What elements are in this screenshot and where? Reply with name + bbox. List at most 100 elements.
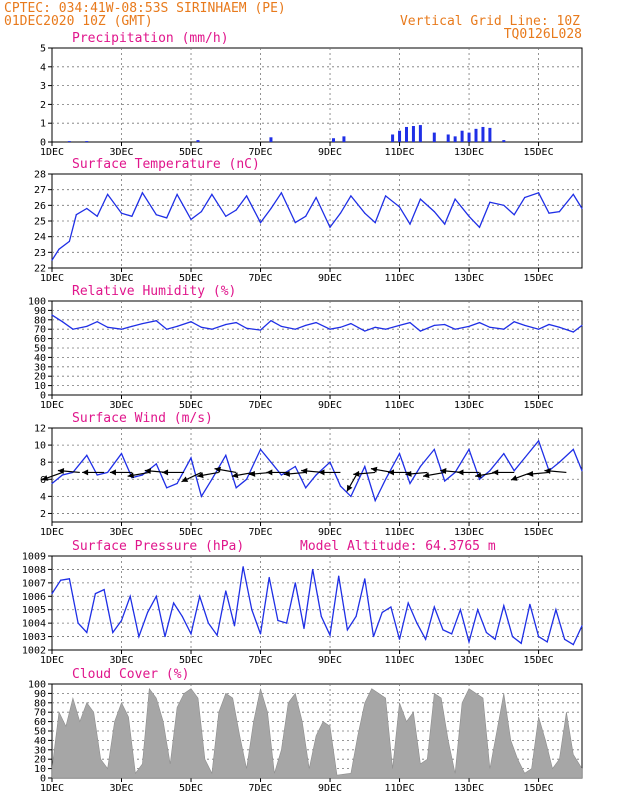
temp-point	[305, 215, 307, 217]
wind-point	[558, 461, 561, 463]
cloud-xtick-label: 5DEC	[179, 783, 203, 794]
wind-point	[155, 463, 157, 465]
wind-point	[305, 487, 307, 489]
temp-point	[398, 206, 401, 208]
humidity-point	[433, 324, 435, 327]
wind-arrow-head	[82, 469, 89, 476]
precip-bar	[391, 134, 395, 142]
cloud-xtick-label: 3DEC	[109, 783, 133, 794]
pressure-xtick-label: 3DEC	[109, 655, 133, 666]
wind-arrow-head	[544, 468, 551, 475]
wind-arrow-head	[440, 468, 447, 475]
pressure-frame	[51, 555, 583, 651]
wind-point	[433, 448, 435, 450]
wind-xtick-label: 3DEC	[109, 527, 133, 538]
temp-xtick-label: 13DEC	[454, 273, 484, 284]
cloud-xtick-label: 1DEC	[40, 783, 64, 794]
pressure-title: Surface Pressure (hPa)	[72, 539, 244, 554]
temp-point	[75, 214, 77, 216]
temp-point	[350, 195, 352, 197]
wind-point	[246, 478, 248, 480]
pressure-ytick-label: 1003	[22, 632, 46, 643]
cloud-xtick-label: 13DEC	[454, 783, 484, 794]
cloud-ytick-label: 30	[34, 745, 46, 756]
humidity-title: Relative Humidity (%)	[72, 284, 236, 299]
wind-arrow-head	[127, 472, 135, 479]
humidity-point	[235, 322, 237, 324]
humidity-point	[294, 328, 296, 330]
wind-point	[350, 495, 352, 497]
precip-frame	[51, 47, 583, 143]
humidity-point	[190, 321, 192, 323]
wind-arrow-head	[492, 469, 499, 476]
humidity-xtick-label: 7DEC	[248, 400, 272, 411]
pressure-point	[155, 595, 157, 597]
wind-point	[339, 485, 342, 487]
temp-point	[409, 223, 411, 225]
temp-series-line	[51, 191, 583, 261]
cloud-title: Cloud Cover (%)	[72, 667, 189, 682]
pressure-xtick-label: 13DEC	[454, 655, 484, 666]
pressure-point	[433, 606, 435, 608]
pressure-ytick-label: 1008	[22, 565, 46, 576]
humidity-ytick-label: 0	[40, 391, 46, 402]
pressure-point	[425, 638, 427, 640]
wind-arrow-head	[283, 470, 291, 477]
temp-point	[454, 198, 456, 200]
wind-point	[385, 478, 387, 480]
temp-point	[176, 193, 178, 195]
humidity-point	[120, 328, 123, 330]
wind-arrow-head	[144, 468, 152, 475]
humidity-point	[225, 323, 227, 326]
pressure-point	[112, 631, 114, 634]
humidity-point	[131, 325, 133, 327]
temp-ytick-label: 25	[34, 217, 46, 228]
pressure-xtick-label: 7DEC	[248, 655, 272, 666]
pressure-point	[303, 627, 305, 630]
wind-arrow-head	[370, 466, 378, 473]
precip-bar	[411, 126, 415, 142]
wind-point	[235, 487, 237, 489]
pressure-xtick-label: 1DEC	[40, 655, 64, 666]
humidity-xtick-label: 9DEC	[318, 400, 342, 411]
wind-point	[211, 478, 213, 480]
wind-point	[166, 487, 168, 489]
precip-bar	[404, 126, 408, 142]
pressure-point	[225, 590, 227, 592]
pressure-point	[546, 641, 548, 643]
wind-point	[537, 440, 540, 442]
temp-point	[107, 193, 109, 195]
pressure-point	[242, 566, 244, 568]
wind-point	[581, 470, 583, 472]
pressure-xtick-label: 11DEC	[384, 655, 414, 666]
wind-arrow-head	[405, 470, 412, 477]
temp-point	[200, 211, 203, 213]
wind-point	[374, 500, 376, 502]
pressure-xtick-label: 15DEC	[524, 655, 554, 666]
humidity-ytick-label: 50	[34, 344, 46, 355]
temp-xtick-label: 11DEC	[384, 273, 414, 284]
humidity-xtick-label: 13DEC	[454, 400, 484, 411]
pressure-subtitle: Model Altitude: 64.3765 m	[300, 539, 496, 554]
temp-point	[280, 192, 282, 194]
temp-point	[572, 193, 574, 195]
wind-point	[503, 453, 505, 455]
cloud-ytick-label: 50	[34, 727, 46, 738]
wind-point	[107, 471, 109, 474]
precip-xtick-label: 11DEC	[384, 147, 414, 158]
precip-bar	[269, 137, 273, 142]
cloud-ytick-label: 90	[34, 689, 46, 700]
temp-point	[86, 207, 88, 210]
wind-point	[259, 448, 262, 450]
temp-point	[315, 196, 317, 199]
pressure-xtick-label: 9DEC	[318, 655, 342, 666]
cloud-ytick-label: 40	[34, 736, 46, 747]
precip-ytick-label: 0	[40, 138, 46, 149]
temp-point	[419, 198, 421, 200]
wind-point	[61, 474, 64, 476]
pressure-point	[190, 633, 192, 635]
wind-arrow-head	[162, 469, 169, 476]
wind-arrow-head	[249, 470, 256, 477]
pressure-point	[164, 635, 166, 638]
